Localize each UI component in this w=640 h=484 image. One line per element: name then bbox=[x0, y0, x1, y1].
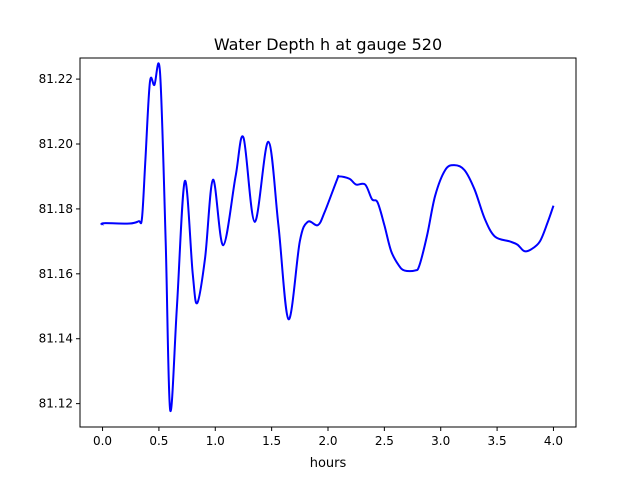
y-tick-label: 81.18 bbox=[39, 202, 73, 216]
y-tick-label: 81.12 bbox=[39, 397, 73, 411]
x-tick-label: 0.0 bbox=[93, 434, 112, 448]
y-tick-label: 81.20 bbox=[39, 137, 73, 151]
axes-frame bbox=[79, 57, 577, 428]
x-tick-label: 2.0 bbox=[318, 434, 337, 448]
x-tick-label: 2.5 bbox=[375, 434, 394, 448]
x-tick-label: 1.0 bbox=[206, 434, 225, 448]
y-tick-label: 81.22 bbox=[39, 72, 73, 86]
x-tick-label: 1.5 bbox=[262, 434, 281, 448]
x-tick-label: 3.0 bbox=[431, 434, 450, 448]
plot-area: 0.0 0.5 1.0 1.5 2.0 2.5 3.0 3.5 4.0 81.12 81.14 81.… bbox=[39, 57, 577, 448]
chart-title: Water Depth h at gauge 520 bbox=[214, 35, 442, 54]
y-tick-label: 81.16 bbox=[39, 267, 73, 281]
x-tick-label: 3.5 bbox=[488, 434, 507, 448]
x-tick-label: 4.0 bbox=[544, 434, 563, 448]
x-axis-label: hours bbox=[310, 456, 347, 471]
x-tick-label: 0.5 bbox=[149, 434, 168, 448]
y-tick-label: 81.14 bbox=[39, 332, 73, 346]
series-line-h bbox=[100, 62, 555, 413]
